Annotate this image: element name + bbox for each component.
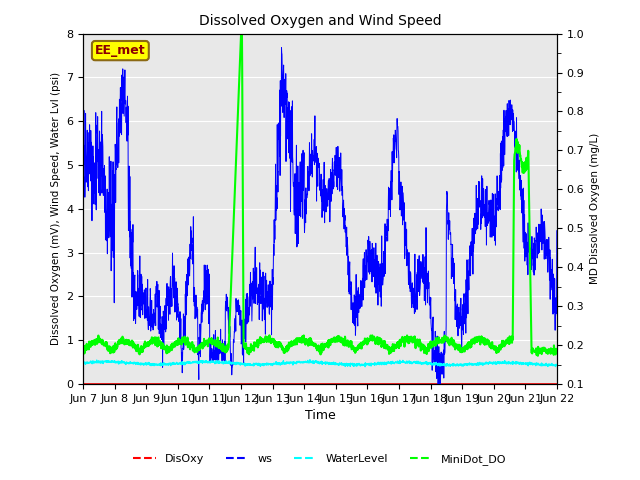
Title: Dissolved Oxygen and Wind Speed: Dissolved Oxygen and Wind Speed [198,14,442,28]
Y-axis label: MD Dissolved Oxygen (mg/L): MD Dissolved Oxygen (mg/L) [590,133,600,285]
Text: EE_met: EE_met [95,44,146,57]
X-axis label: Time: Time [305,409,335,422]
Y-axis label: Dissolved Oxygen (mV), Wind Speed, Water Lvl (psi): Dissolved Oxygen (mV), Wind Speed, Water… [51,72,61,346]
Legend: DisOxy, ws, WaterLevel, MiniDot_DO: DisOxy, ws, WaterLevel, MiniDot_DO [129,450,511,469]
